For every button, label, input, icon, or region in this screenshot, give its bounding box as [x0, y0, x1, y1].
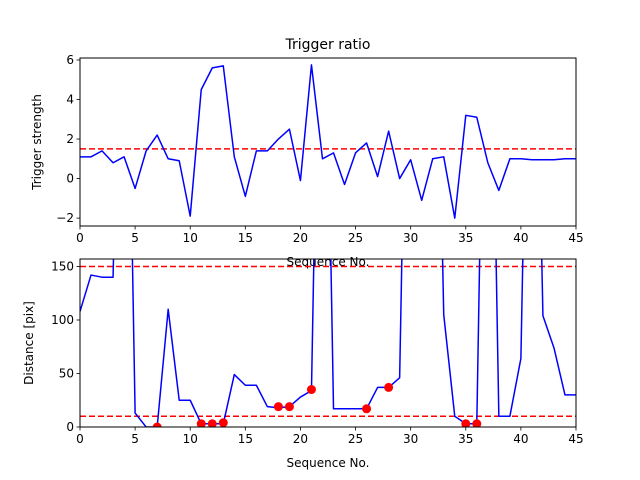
- x-tick-label: 30: [403, 432, 418, 446]
- y-tick-label: 100: [51, 313, 74, 327]
- y-tick-label: 150: [51, 259, 74, 273]
- distance-chart: 0 5 10 15 20 25 30 35 40 45 0 50 100 150 Sequence No.…: [22, 258, 584, 470]
- data-point: [152, 422, 162, 427]
- data-point: [218, 418, 228, 427]
- plot-frame: [79, 57, 577, 227]
- plot-area: [80, 64, 576, 219]
- chart-title: Trigger ratio: [284, 37, 370, 53]
- y-axis-label: Trigger strength: [30, 94, 44, 191]
- x-tick-label: 35: [458, 231, 473, 245]
- x-tick-label: 40: [513, 432, 528, 446]
- data-point: [306, 385, 316, 395]
- y-tick-label: 0: [66, 172, 74, 186]
- x-tick-label: 5: [131, 231, 139, 245]
- x-tick-label: 0: [76, 231, 84, 245]
- data-point: [284, 402, 294, 412]
- data-point: [196, 419, 206, 427]
- y-tick-label: 4: [66, 93, 74, 107]
- x-tick-label: 25: [348, 231, 363, 245]
- x-tick-label: 45: [568, 432, 583, 446]
- data-point: [461, 419, 471, 427]
- plot-frame: [79, 258, 577, 428]
- y-tick-label: 50: [59, 366, 74, 380]
- x-tick-label: 20: [293, 231, 308, 245]
- x-tick-label: 25: [348, 432, 363, 446]
- x-tick-label: 5: [131, 432, 139, 446]
- x-tick-label: 40: [513, 231, 528, 245]
- y-tick-label: 0: [66, 420, 74, 434]
- data-point: [362, 404, 372, 414]
- y-axis-label: Distance [pix]: [22, 301, 36, 385]
- data-point: [273, 402, 283, 412]
- x-tick-label: 10: [183, 432, 198, 446]
- x-tick-label: 15: [238, 231, 253, 245]
- x-tick-label: 10: [183, 231, 198, 245]
- series-line: [80, 259, 576, 427]
- data-point: [384, 382, 394, 392]
- y-tick-label: 2: [66, 132, 74, 146]
- x-tick-label: 20: [293, 432, 308, 446]
- y-tick-label: 6: [66, 53, 74, 67]
- x-tick-label: 30: [403, 231, 418, 245]
- y-tick-label: −2: [56, 211, 74, 225]
- x-tick-label: 45: [568, 231, 583, 245]
- x-tick-label: 0: [76, 432, 84, 446]
- data-point: [207, 419, 217, 427]
- series-line: [80, 64, 576, 219]
- x-tick-label: 15: [238, 432, 253, 446]
- axes: 0 5 10 15 20 25 30 35 40 45 0 50 100 150: [51, 259, 584, 446]
- data-point: [472, 419, 482, 427]
- x-axis-label: Sequence No.: [287, 456, 370, 470]
- x-tick-label: 35: [458, 432, 473, 446]
- plot-area: [80, 259, 576, 427]
